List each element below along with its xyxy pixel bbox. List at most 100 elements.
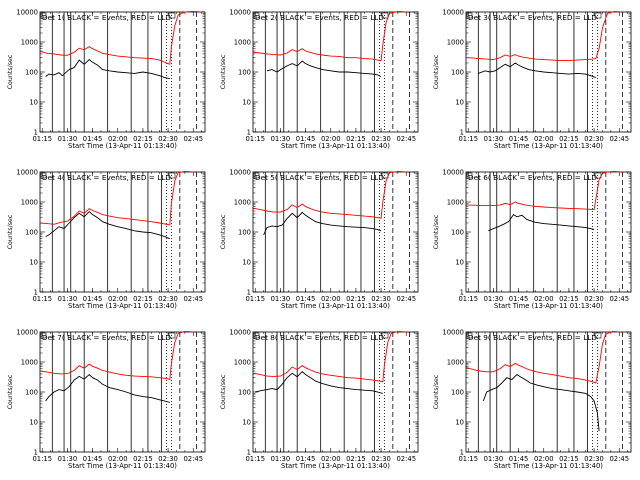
x-tick-label: 01:15 bbox=[458, 135, 478, 143]
y-tick-label: 100 bbox=[238, 229, 251, 237]
series-line-black bbox=[45, 59, 170, 80]
marker-box bbox=[253, 332, 260, 339]
series-line-red bbox=[40, 330, 194, 381]
panel-det-4: Det 4( BLACK = Events, RED = LLD 1 10 100 10… bbox=[7, 169, 206, 310]
x-tick-label: 02:15 bbox=[133, 455, 153, 463]
y-axis-label: Counts/sec bbox=[220, 214, 227, 249]
series-line-red bbox=[253, 10, 407, 62]
marker-box bbox=[168, 12, 176, 19]
x-axis-label: Start Time (13-Apr-11 01:13:40) bbox=[68, 142, 177, 150]
plot-frame bbox=[465, 171, 632, 293]
x-tick-label: 02:45 bbox=[609, 295, 629, 303]
panel-det-7: Det 7( BLACK = Events, RED = LLD 1 10 100 10… bbox=[7, 329, 206, 470]
x-tick-label: 02:45 bbox=[183, 135, 203, 143]
x-tick-label: 02:45 bbox=[396, 455, 416, 463]
x-tick-label: 01:15 bbox=[245, 455, 265, 463]
y-tick-label: 1 bbox=[34, 449, 38, 457]
y-tick-label: 10 bbox=[455, 419, 464, 427]
x-tick-label: 02:30 bbox=[371, 135, 391, 143]
x-tick-label: 02:00 bbox=[321, 455, 341, 463]
chart-title: Det 9( BLACK = Events, RED = LLD bbox=[468, 333, 597, 342]
x-tick-label: 02:30 bbox=[584, 135, 604, 143]
y-tick-label: 1000 bbox=[21, 39, 38, 47]
x-tick-label: 01:30 bbox=[271, 135, 291, 143]
x-tick-label: 02:15 bbox=[559, 295, 579, 303]
y-tick-label: 10000 bbox=[229, 329, 251, 337]
x-tick-label: 02:15 bbox=[559, 455, 579, 463]
x-tick-label: 02:00 bbox=[534, 135, 554, 143]
x-tick-label: 01:45 bbox=[509, 135, 529, 143]
y-tick-label: 100 bbox=[25, 69, 38, 77]
x-tick-label: 02:00 bbox=[534, 295, 554, 303]
x-tick-label: 01:45 bbox=[509, 455, 529, 463]
x-tick-label: 01:30 bbox=[58, 135, 78, 143]
y-axis-label: Counts/sec bbox=[7, 374, 14, 409]
y-tick-label: 10000 bbox=[442, 329, 464, 337]
x-tick-label: 01:45 bbox=[296, 295, 316, 303]
x-tick-label: 01:45 bbox=[83, 135, 103, 143]
y-tick-label: 10 bbox=[29, 259, 38, 267]
chart-title: Det 3( BLACK = Events, RED = LLD bbox=[468, 13, 597, 22]
y-axis-label: Counts/sec bbox=[7, 54, 14, 89]
y-tick-label: 10000 bbox=[16, 169, 38, 177]
x-tick-label: 01:45 bbox=[509, 295, 529, 303]
marker-box bbox=[40, 332, 47, 339]
series-line-black bbox=[266, 60, 382, 78]
x-tick-label: 01:30 bbox=[271, 455, 291, 463]
y-tick-label: 10 bbox=[29, 419, 38, 427]
y-axis-label: Counts/sec bbox=[7, 214, 14, 249]
x-tick-label: 02:00 bbox=[321, 135, 341, 143]
x-tick-label: 02:00 bbox=[321, 295, 341, 303]
x-tick-label: 01:30 bbox=[484, 295, 504, 303]
marker-box bbox=[168, 172, 176, 179]
plot-frame bbox=[39, 331, 206, 453]
y-tick-label: 100 bbox=[451, 69, 464, 77]
x-tick-label: 02:30 bbox=[158, 295, 178, 303]
x-axis-label: Start Time (13-Apr-11 01:13:40) bbox=[494, 462, 603, 470]
x-tick-label: 01:15 bbox=[32, 135, 52, 143]
x-tick-label: 01:15 bbox=[245, 135, 265, 143]
y-tick-label: 10 bbox=[242, 259, 251, 267]
x-tick-label: 01:30 bbox=[58, 455, 78, 463]
y-axis-label: Counts/sec bbox=[433, 214, 440, 249]
x-tick-label: 01:15 bbox=[32, 295, 52, 303]
x-axis-label: Start Time (13-Apr-11 01:13:40) bbox=[281, 142, 390, 150]
marker-box bbox=[40, 12, 47, 19]
x-tick-label: 02:00 bbox=[108, 135, 128, 143]
y-tick-label: 100 bbox=[238, 389, 251, 397]
x-tick-label: 01:30 bbox=[484, 455, 504, 463]
x-axis-label: Start Time (13-Apr-11 01:13:40) bbox=[281, 302, 390, 310]
x-tick-label: 01:45 bbox=[296, 455, 316, 463]
plot-frame bbox=[252, 331, 419, 453]
chart-title: Det 1( BLACK = Events, RED = LLD bbox=[42, 13, 171, 22]
y-tick-label: 1 bbox=[460, 129, 464, 137]
x-tick-label: 02:30 bbox=[584, 455, 604, 463]
x-tick-label: 02:45 bbox=[183, 455, 203, 463]
plot-frame bbox=[39, 171, 206, 293]
marker-box bbox=[466, 12, 473, 19]
y-axis-label: Counts/sec bbox=[433, 374, 440, 409]
chart-title: Det 4( BLACK = Events, RED = LLD bbox=[42, 173, 171, 182]
y-tick-label: 10 bbox=[29, 99, 38, 107]
y-tick-label: 1 bbox=[460, 449, 464, 457]
panel-det-1: Det 1( BLACK = Events, RED = LLD 1 10 100 10… bbox=[7, 9, 206, 150]
chart-title: Det 5( BLACK = Events, RED = LLD bbox=[255, 173, 384, 182]
panel-det-8: Det 8( BLACK = Events, RED = LLD 1 10 100 10… bbox=[220, 329, 419, 470]
y-tick-label: 1 bbox=[247, 129, 251, 137]
marker-box bbox=[594, 12, 602, 19]
x-tick-label: 02:15 bbox=[346, 135, 366, 143]
x-tick-label: 01:45 bbox=[83, 455, 103, 463]
y-axis-label: Counts/sec bbox=[220, 374, 227, 409]
y-tick-label: 10000 bbox=[229, 169, 251, 177]
series-line-red bbox=[466, 170, 621, 211]
y-tick-label: 10000 bbox=[442, 169, 464, 177]
panel-det-9: Det 9( BLACK = Events, RED = LLD 1 10 100 10… bbox=[433, 329, 632, 470]
y-tick-label: 100 bbox=[238, 69, 251, 77]
y-tick-label: 1 bbox=[34, 129, 38, 137]
x-tick-label: 02:00 bbox=[108, 455, 128, 463]
y-tick-label: 100 bbox=[25, 389, 38, 397]
panel-det-3: Det 3( BLACK = Events, RED = LLD 1 10 100 10… bbox=[433, 9, 632, 150]
series-line-red bbox=[253, 330, 407, 383]
marker-box bbox=[253, 172, 260, 179]
